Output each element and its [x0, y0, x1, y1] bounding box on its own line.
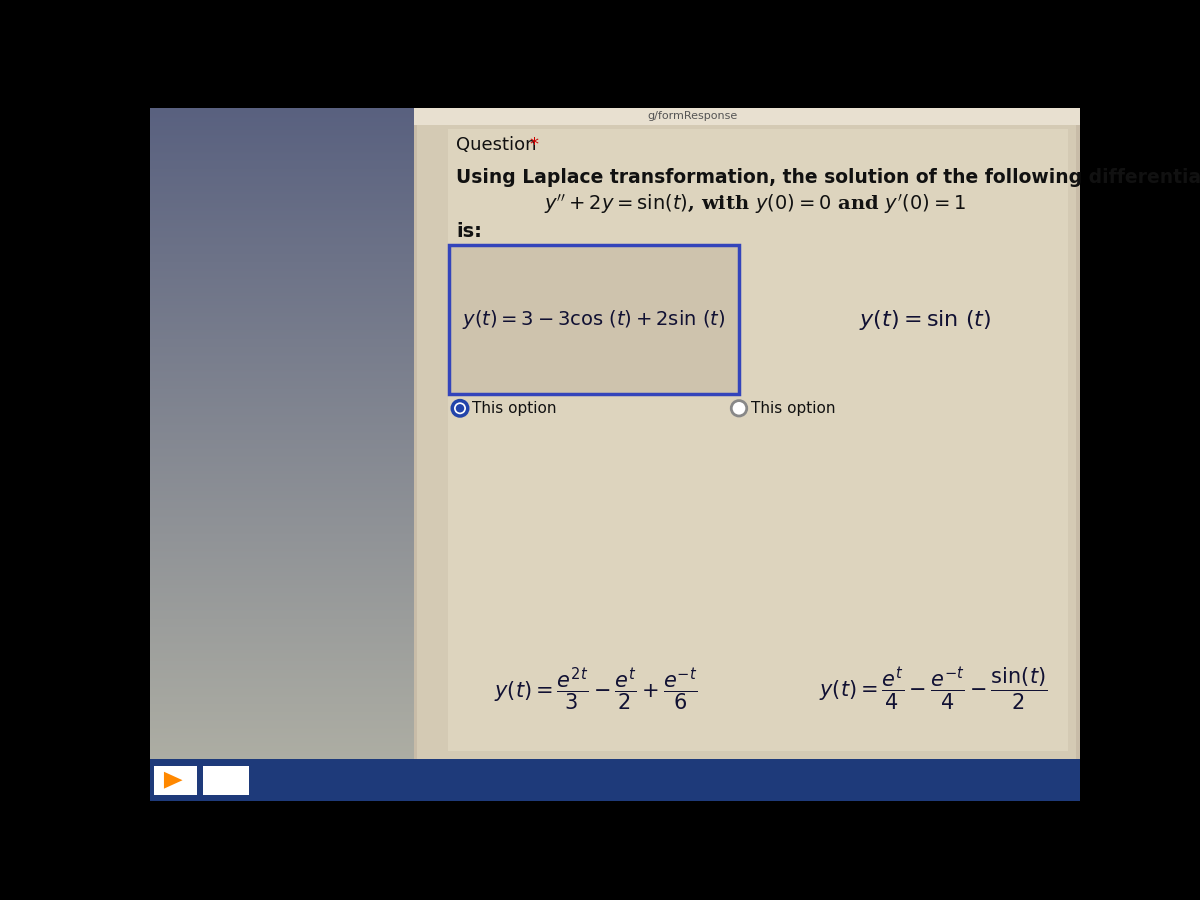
- Bar: [150, 759, 1080, 801]
- Bar: [449, 129, 1068, 751]
- Circle shape: [452, 400, 468, 416]
- Text: Question: Question: [456, 136, 536, 154]
- Text: $y(t) = \sin\,(t)$: $y(t) = \sin\,(t)$: [859, 308, 991, 332]
- Circle shape: [731, 400, 746, 416]
- Text: g/formResponse: g/formResponse: [647, 112, 738, 122]
- FancyBboxPatch shape: [449, 245, 739, 394]
- Text: *: *: [529, 136, 539, 154]
- Text: is:: is:: [456, 221, 482, 240]
- Text: Using Laplace transformation, the solution of the following differential equatio: Using Laplace transformation, the soluti…: [456, 167, 1200, 187]
- Bar: [154, 766, 197, 795]
- Polygon shape: [164, 771, 182, 788]
- Text: This option: This option: [751, 400, 836, 416]
- Bar: [414, 108, 1080, 801]
- Text: $y(t) = \dfrac{e^{2t}}{3} - \dfrac{e^{t}}{2} + \dfrac{e^{-t}}{6}$: $y(t) = \dfrac{e^{2t}}{3} - \dfrac{e^{t}…: [494, 665, 697, 713]
- Bar: [414, 108, 1080, 125]
- Bar: [203, 766, 250, 795]
- Bar: [418, 125, 1076, 759]
- Circle shape: [456, 404, 464, 412]
- Text: $y'' + 2y = \mathrm{sin}(t)$, with $y(0) = 0$ and $y'(0) = 1$: $y'' + 2y = \mathrm{sin}(t)$, with $y(0)…: [544, 193, 965, 216]
- Text: $y(t) = \dfrac{e^{t}}{4} - \dfrac{e^{-t}}{4} - \dfrac{\sin(t)}{2}$: $y(t) = \dfrac{e^{t}}{4} - \dfrac{e^{-t}…: [818, 666, 1046, 713]
- Text: $y(t) = 3 - 3\cos\,(t) + 2\sin\,(t)$: $y(t) = 3 - 3\cos\,(t) + 2\sin\,(t)$: [462, 308, 726, 331]
- Text: This option: This option: [473, 400, 557, 416]
